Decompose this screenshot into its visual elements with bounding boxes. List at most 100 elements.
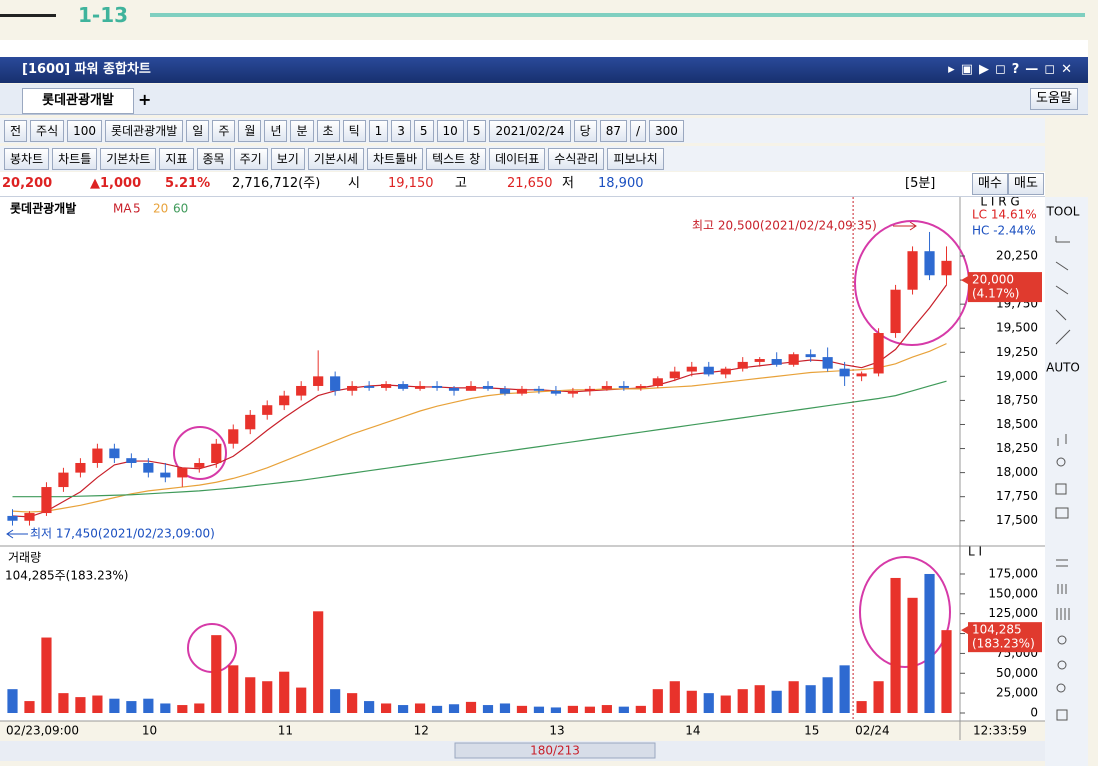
chart-title: 롯데관광개발 <box>10 201 76 216</box>
y-tick-label: 18,500 <box>996 417 1038 431</box>
volume-bar <box>652 689 663 713</box>
y-tick-label: 18,750 <box>996 393 1038 407</box>
toolbar-button[interactable]: 300 <box>649 119 684 142</box>
volume-bar <box>262 681 273 713</box>
candle-body <box>754 359 765 362</box>
volume-bar <box>279 671 290 713</box>
toolbar-button[interactable]: 당 <box>573 119 597 142</box>
toolbar-button[interactable]: 1 <box>368 119 389 142</box>
toolbar-button[interactable]: 기본차트 <box>100 147 157 170</box>
volume-bar <box>924 573 935 713</box>
volume-bar <box>822 677 833 713</box>
candle-body <box>313 376 324 386</box>
low-note: 최저 17,450(2021/02/23,09:00) <box>30 527 215 541</box>
candle-body <box>279 395 290 406</box>
x-tick-label: 14 <box>685 724 700 738</box>
volume-bar <box>330 689 341 713</box>
tool-icons[interactable] <box>1055 236 1071 721</box>
volume-bar <box>499 703 511 713</box>
toolbar-button[interactable]: 지표 <box>159 147 194 170</box>
volume-bar <box>397 705 409 713</box>
toolbar-button[interactable]: 전 <box>4 119 28 142</box>
toolbar-button[interactable]: 피보나치 <box>607 147 664 170</box>
volume-bar <box>245 677 256 713</box>
header-line <box>150 13 1085 17</box>
add-tab[interactable]: + <box>138 90 152 109</box>
volume-bar <box>194 703 205 713</box>
toolbar-button[interactable]: 년 <box>264 119 288 142</box>
candle-body <box>686 366 697 372</box>
window-controls[interactable]: ▸▣▶◻?—◻✕ <box>948 62 1078 77</box>
toolbar-button[interactable]: 종목 <box>196 147 231 170</box>
arrow <box>893 221 917 231</box>
volume-bar <box>347 693 358 713</box>
volume-bar <box>160 703 171 713</box>
y-tick-label: 18,000 <box>996 465 1038 479</box>
toolbar-button[interactable]: 초 <box>316 119 340 142</box>
candle-body <box>347 385 358 391</box>
toolbar-button[interactable]: 분 <box>290 119 314 142</box>
y-tick-label: 17,750 <box>996 489 1038 503</box>
toolbar-button[interactable]: 봉차트 <box>4 147 50 170</box>
marker-change: (4.17%) <box>972 287 1019 301</box>
toolbar-button[interactable]: 87 <box>599 119 627 142</box>
volume-bar <box>788 681 799 713</box>
toolbar-button[interactable]: 수식관리 <box>548 147 605 170</box>
lc-label: LC 14.61% <box>972 208 1037 222</box>
toolbar-button[interactable]: 주 <box>212 119 236 142</box>
sell-button[interactable]: 매도 <box>1008 173 1044 195</box>
candle-body <box>228 429 239 444</box>
candle-body <box>720 368 731 375</box>
scroll-thumb[interactable] <box>454 742 656 759</box>
ma-line <box>12 343 947 513</box>
toolbar-button[interactable]: 10 <box>436 119 464 142</box>
high: 21,650 <box>507 176 553 191</box>
volume: 2,716,712(주) <box>232 176 321 191</box>
candle-body <box>75 462 86 473</box>
candle-body <box>601 385 612 389</box>
help-button[interactable]: 도움말 <box>1030 88 1078 110</box>
volume-bar <box>703 693 714 713</box>
toolbar-button[interactable]: 주기 <box>233 147 268 170</box>
toolbar-button[interactable]: 주식 <box>30 119 65 142</box>
toolbar-button[interactable]: 월 <box>238 119 262 142</box>
candle-body <box>330 376 341 391</box>
volume-bar <box>109 698 120 713</box>
toolbar-button[interactable]: 차트틀 <box>52 147 98 170</box>
marker-label: 104,285 <box>972 623 1022 637</box>
candle-body <box>245 414 256 430</box>
section-number: 1-13 <box>78 3 129 27</box>
toolbar-button[interactable]: 100 <box>67 119 103 142</box>
volume-bar <box>907 597 918 713</box>
candle-body <box>160 472 171 478</box>
candle-body <box>414 385 426 389</box>
toolbar-button[interactable]: 보기 <box>270 147 305 170</box>
toolbar-button[interactable]: 텍스트 창 <box>426 147 487 170</box>
toolbar-button[interactable]: 기본시세 <box>307 147 364 170</box>
y-tick-label: 17,500 <box>996 513 1038 527</box>
volume-bar <box>550 707 562 713</box>
candle-body <box>262 405 273 415</box>
high-note: 최고 20,500(2021/02/24,09:35) <box>692 219 877 233</box>
candle-body <box>737 361 748 369</box>
volume-bar <box>941 630 952 713</box>
window-title: [1600] 파워 종합차트 <box>22 62 151 77</box>
toolbar-button[interactable]: 데이터표 <box>489 147 546 170</box>
toolbar-button[interactable]: 롯데관광개발 <box>105 119 184 142</box>
toolbar-button[interactable]: 차트툴바 <box>366 147 424 170</box>
rate: 5.21% <box>165 176 211 191</box>
toolbar-button[interactable]: 일 <box>186 119 210 142</box>
buy-button[interactable]: 매수 <box>972 173 1008 195</box>
candle-body <box>941 260 952 276</box>
toolbar-button[interactable]: 5 <box>413 119 434 142</box>
toolbar-button[interactable]: / <box>629 119 647 142</box>
toolbar-row: 봉차트 차트틀 기본차트 지표 종목 주기 보기 기본시세 차트툴바 텍스트 창 데이터표 수식관리 피… <box>0 146 1045 171</box>
tab[interactable]: 롯데관광개발 <box>22 88 134 114</box>
x-tick-label: 13 <box>549 724 564 738</box>
toolbar-button[interactable]: 3 <box>391 119 411 142</box>
toolbar-button[interactable]: 틱 <box>342 119 366 142</box>
candle-body <box>7 515 18 521</box>
toolbar-button[interactable]: 2021/02/24 <box>489 119 571 142</box>
toolbar-button[interactable]: 5 <box>466 119 487 142</box>
candle-body <box>397 384 409 389</box>
